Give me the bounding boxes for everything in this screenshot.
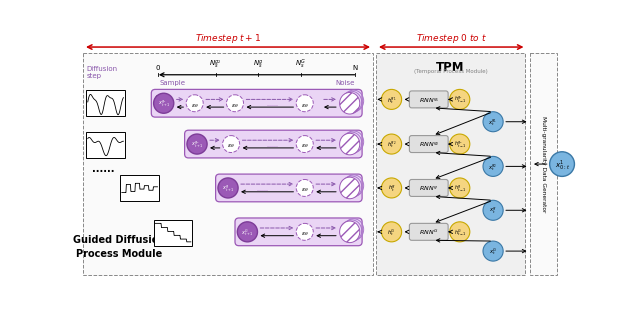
Text: N: N [353, 65, 358, 71]
Text: $RNN^{G}$: $RNN^{G}$ [419, 228, 438, 237]
Circle shape [483, 156, 503, 176]
Text: (Temporal Process Module): (Temporal Process Module) [413, 69, 487, 74]
Text: $N^{g}_s$: $N^{g}_s$ [253, 59, 264, 71]
Circle shape [550, 152, 575, 176]
Circle shape [381, 178, 402, 198]
Circle shape [483, 241, 503, 261]
Text: $x^{G}_{t+1}$: $x^{G}_{t+1}$ [241, 227, 253, 238]
Circle shape [237, 222, 257, 242]
Circle shape [186, 95, 204, 112]
Circle shape [296, 180, 313, 197]
Circle shape [218, 178, 238, 198]
FancyBboxPatch shape [151, 89, 362, 117]
Text: $RNN^{g}$: $RNN^{g}$ [419, 185, 438, 193]
Text: $x^{g_1}_{t+1}$: $x^{g_1}_{t+1}$ [157, 99, 170, 109]
Text: $x^{g}_{t+1}$: $x^{g}_{t+1}$ [222, 184, 234, 194]
Text: $g_2$: $g_2$ [188, 134, 199, 145]
Text: $g$: $g$ [219, 178, 226, 189]
Text: $h^{g}_{t-1}$: $h^{g}_{t-1}$ [454, 184, 466, 194]
Text: ......: ...... [266, 143, 278, 148]
FancyBboxPatch shape [235, 218, 362, 246]
Text: Timestep $t+1$: Timestep $t+1$ [195, 32, 261, 45]
Text: Timestep $0$ to $t$: Timestep $0$ to $t$ [416, 32, 486, 45]
Ellipse shape [340, 177, 360, 199]
Text: $h^{g_1}_t$: $h^{g_1}_t$ [387, 95, 396, 106]
Ellipse shape [340, 221, 360, 243]
Bar [83, 53, 373, 275]
Text: $\epsilon_\theta$: $\epsilon_\theta$ [301, 186, 308, 194]
Ellipse shape [340, 93, 360, 114]
Text: $N^{G}_s$: $N^{G}_s$ [295, 58, 307, 71]
Circle shape [483, 200, 503, 220]
Text: $x^{G}_t$: $x^{G}_t$ [489, 246, 497, 257]
Text: ......: ...... [256, 187, 268, 192]
Text: Noise: Noise [336, 80, 355, 86]
Text: $x^{g_2}_{t+1}$: $x^{g_2}_{t+1}$ [191, 140, 204, 150]
Circle shape [381, 222, 402, 242]
Text: $h^{g}_t$: $h^{g}_t$ [388, 184, 396, 194]
Text: $h^{g_2}_{t-1}$: $h^{g_2}_{t-1}$ [454, 140, 466, 150]
Circle shape [154, 93, 174, 113]
Circle shape [296, 223, 313, 240]
Text: $h^{G}_t$: $h^{G}_t$ [387, 227, 396, 238]
Text: $\epsilon_\theta$: $\epsilon_\theta$ [301, 102, 308, 110]
FancyBboxPatch shape [184, 130, 362, 158]
FancyBboxPatch shape [216, 174, 362, 202]
Text: $g_1$: $g_1$ [154, 93, 166, 104]
Text: $\epsilon_\theta$: $\epsilon_\theta$ [301, 142, 308, 150]
Text: Multi-granularity Data Generator: Multi-granularity Data Generator [541, 116, 546, 212]
Text: Sample: Sample [159, 80, 185, 86]
Circle shape [223, 135, 239, 152]
Bar [86, 90, 125, 116]
Text: $x^{g_1}_t$: $x^{g_1}_t$ [488, 117, 498, 128]
Text: $RNN^{g_1}$: $RNN^{g_1}$ [419, 96, 439, 105]
Text: $x^1_{0:t}$: $x^1_{0:t}$ [554, 158, 570, 172]
Text: $h^{g_2}_t$: $h^{g_2}_t$ [387, 140, 396, 150]
FancyBboxPatch shape [410, 91, 448, 108]
Bar [120, 175, 159, 201]
Bar [86, 132, 125, 158]
Text: $\epsilon_\theta$: $\epsilon_\theta$ [301, 230, 308, 238]
Text: $G$: $G$ [238, 222, 246, 233]
Circle shape [483, 112, 503, 132]
Text: Guided Diffusion
Process Module: Guided Diffusion Process Module [72, 235, 165, 259]
Text: $x^{g_2}_t$: $x^{g_2}_t$ [488, 162, 498, 173]
Circle shape [450, 222, 470, 242]
Text: $\epsilon_\theta$: $\epsilon_\theta$ [227, 142, 235, 150]
Text: $h^{g_1}_{t-1}$: $h^{g_1}_{t-1}$ [454, 95, 466, 105]
FancyBboxPatch shape [410, 135, 448, 152]
Text: ......: ...... [266, 102, 278, 107]
Text: ......: ...... [92, 164, 115, 174]
Text: 0: 0 [156, 65, 160, 71]
Ellipse shape [340, 133, 360, 155]
FancyBboxPatch shape [410, 180, 448, 197]
FancyBboxPatch shape [410, 223, 448, 240]
Text: $\epsilon_\theta$: $\epsilon_\theta$ [191, 102, 198, 110]
Circle shape [381, 89, 402, 109]
Bar [376, 53, 525, 275]
Bar [154, 220, 193, 246]
Circle shape [187, 134, 207, 154]
Circle shape [450, 89, 470, 109]
Text: $x^{g}_t$: $x^{g}_t$ [489, 206, 497, 216]
Text: Diffusion
step: Diffusion step [86, 66, 117, 79]
Circle shape [296, 135, 313, 152]
Circle shape [381, 134, 402, 154]
Circle shape [450, 134, 470, 154]
Circle shape [450, 178, 470, 198]
Text: TPM: TPM [436, 61, 465, 74]
Text: $\epsilon_\theta$: $\epsilon_\theta$ [231, 102, 239, 110]
Circle shape [227, 95, 244, 112]
Text: $RNN^{g_2}$: $RNN^{g_2}$ [419, 140, 439, 149]
Text: $N^{g_2}_s$: $N^{g_2}_s$ [209, 59, 222, 71]
Bar [529, 53, 557, 275]
Circle shape [296, 95, 313, 112]
Text: $h^{G}_{t-1}$: $h^{G}_{t-1}$ [454, 227, 466, 238]
